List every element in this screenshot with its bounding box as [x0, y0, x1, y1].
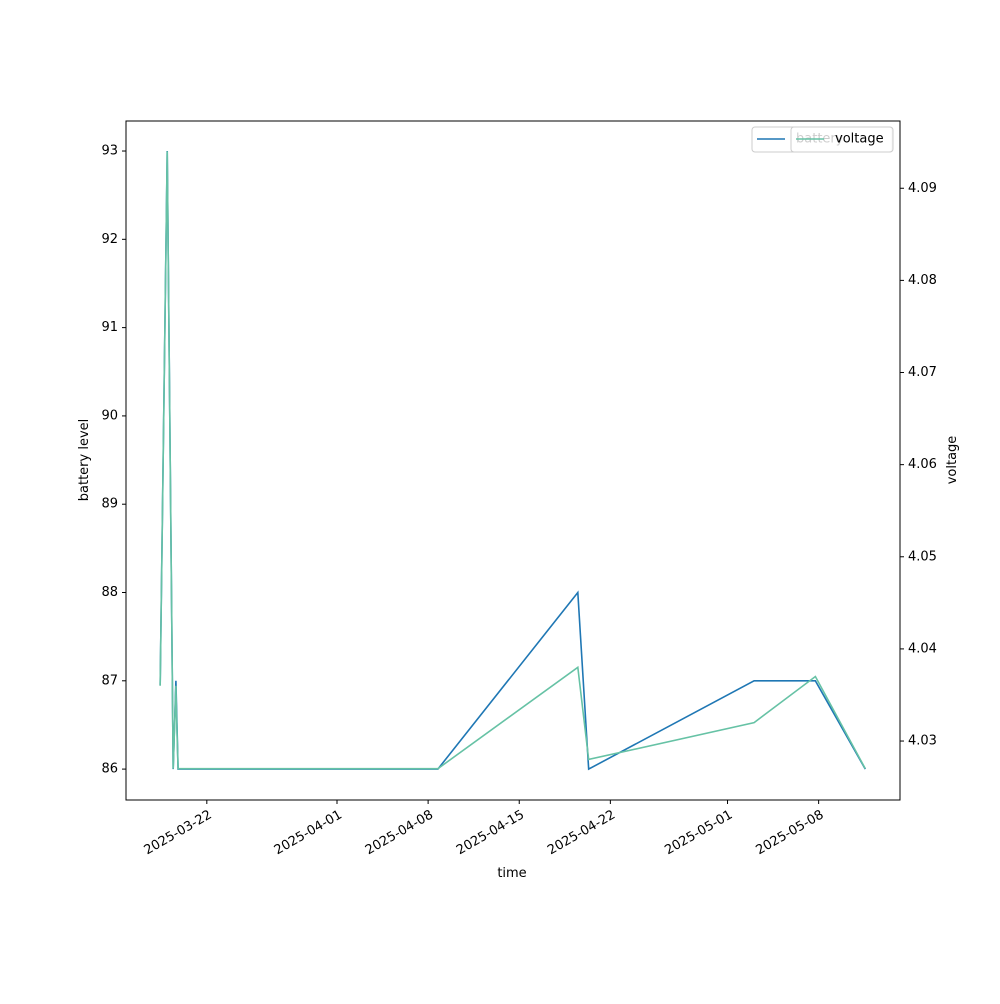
legend: voltage [790, 126, 894, 153]
y-tick-label: 87 [101, 673, 118, 688]
x-tick-label: 2025-05-08 [753, 808, 826, 859]
y2-tick-label: 4.07 [908, 365, 937, 380]
x-tick-label: 2025-05-01 [662, 808, 735, 859]
legend-label: voltage [835, 132, 884, 147]
x-tick-label: 2025-04-22 [545, 808, 618, 859]
legend-box [790, 126, 894, 153]
y2-tick-label: 4.06 [908, 457, 937, 472]
x-tick-label: 2025-03-22 [142, 808, 215, 859]
line-series [159, 151, 866, 771]
y-tick-label: 86 [101, 762, 118, 777]
y2-axis-label: voltage [945, 436, 960, 485]
y2-tick-label: 4.09 [908, 181, 937, 196]
y2-tick-label: 4.08 [908, 273, 937, 288]
line-series [159, 151, 866, 770]
plot-frame [125, 120, 901, 801]
y-tick-label: 93 [101, 144, 118, 159]
y-tick-label: 92 [101, 232, 118, 247]
y2-tick-label: 4.05 [908, 549, 937, 564]
y-tick-label: 89 [101, 497, 118, 512]
y-tick-label: 90 [101, 408, 118, 423]
y2-tick-label: 4.03 [908, 734, 937, 749]
y2-tick-label: 4.04 [908, 641, 937, 656]
x-tick-label: 2025-04-01 [272, 808, 345, 859]
y-axis-label: battery level [77, 419, 92, 502]
y-tick-label: 91 [101, 320, 118, 335]
x-tick-label: 2025-04-08 [363, 808, 436, 859]
x-axis-label: time [497, 866, 526, 881]
y-tick-label: 88 [101, 585, 118, 600]
x-tick-label: 2025-04-15 [454, 808, 527, 859]
